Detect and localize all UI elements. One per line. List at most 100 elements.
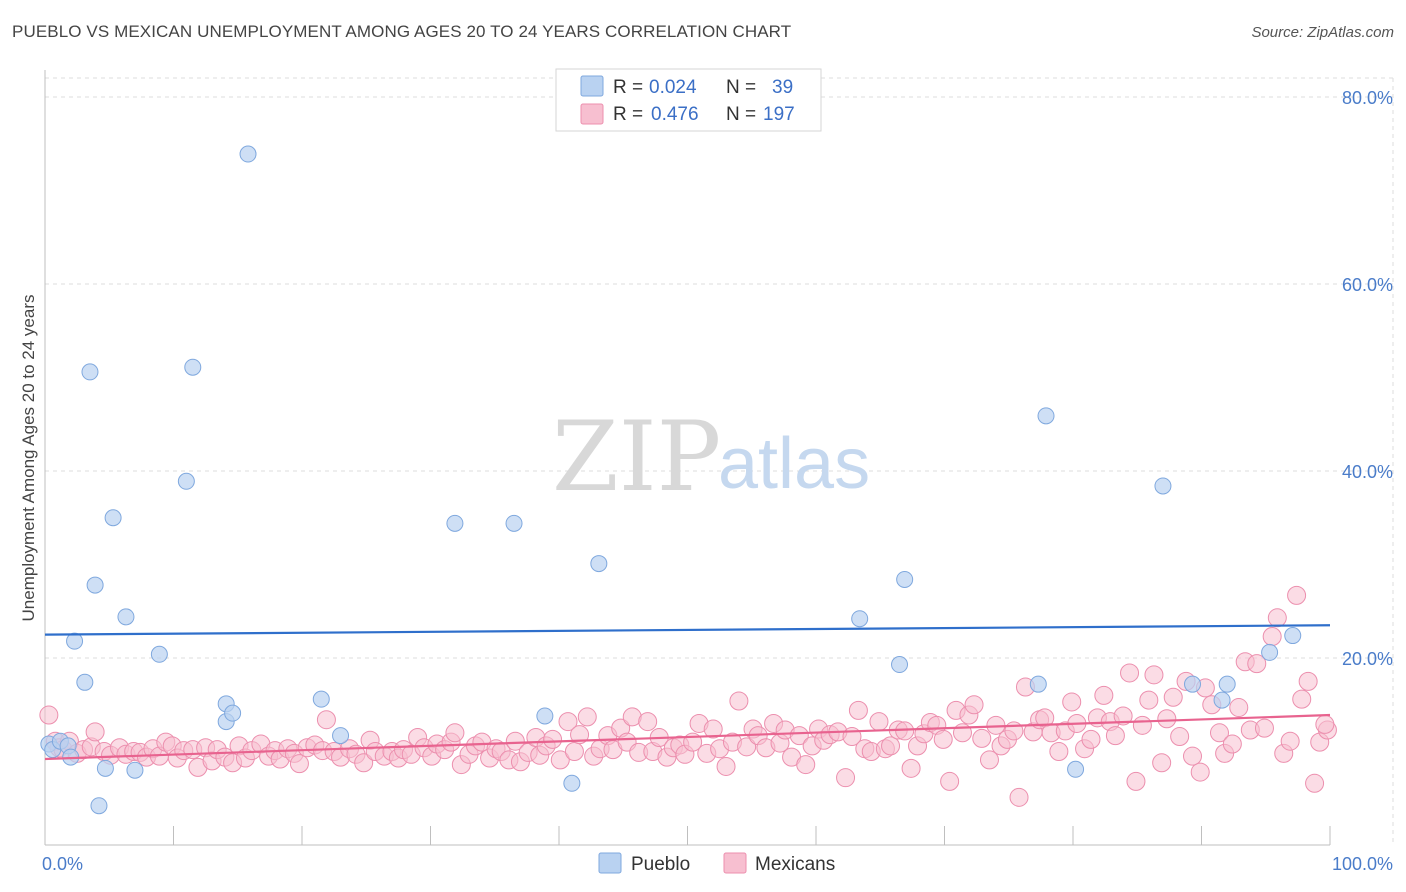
y-tick-label-80: 80.0% (1342, 88, 1393, 108)
mexicans-points (39, 585, 1337, 807)
mexicans-point-77 (550, 750, 570, 770)
mexicans-point-38 (289, 754, 309, 774)
mexicans-point-142 (979, 750, 999, 770)
x-ticks (44, 826, 1331, 845)
mexicans-point-8 (85, 722, 105, 742)
mexicans-point-189 (1280, 731, 1300, 751)
mexicans-point-196 (1315, 714, 1335, 734)
bottom-legend-pueblo: Pueblo (631, 854, 690, 875)
pueblo-point-11 (104, 509, 122, 527)
pueblo-point-35 (1184, 675, 1202, 693)
pueblo-point-21 (312, 690, 330, 708)
pueblo-point-27 (590, 555, 608, 573)
x-tick-label-min: 0.0% (42, 854, 83, 874)
chart-source: Source: ZipAtlas.com (1251, 24, 1394, 41)
mexicans-point-155 (1062, 692, 1082, 712)
pueblo-point-24 (505, 514, 523, 532)
mexicans-point-191 (1292, 689, 1312, 709)
mexicans-point-78 (558, 712, 578, 732)
pueblo-point-15 (177, 472, 195, 490)
legend-box: R = 0.024 N = 39 R = 0.476 N = 197 (555, 68, 822, 132)
pueblo-point-28 (851, 610, 869, 628)
bottom-legend: Pueblo Mexicans (598, 852, 835, 875)
pueblo-trend-line (44, 624, 1331, 636)
y-tick-label-40: 40.0% (1342, 462, 1393, 482)
pueblo-point-20 (239, 145, 257, 163)
pueblo-point-37 (1218, 675, 1236, 693)
legend-mexicans-n-value: 197 (763, 104, 795, 125)
pueblo-point-12 (117, 608, 135, 626)
mexicans-point-158 (1081, 729, 1101, 749)
pueblo-point-19 (224, 704, 242, 722)
mexicans-point-147 (1009, 787, 1029, 807)
mexicans-point-140 (964, 695, 984, 715)
pueblo-point-7 (81, 363, 99, 381)
mexicans-point-100 (703, 719, 723, 739)
legend-swatch-mexicans (580, 103, 604, 125)
mexicans-point-80 (570, 725, 590, 745)
mexicans-point-164 (1120, 663, 1140, 683)
mexicans-point-171 (1163, 687, 1183, 707)
mexicans-point-180 (1222, 734, 1242, 754)
mexicans-point-163 (1113, 706, 1133, 726)
legend-swatch-pueblo (580, 75, 604, 97)
pueblo-point-39 (1284, 627, 1302, 645)
mexicans-point-135 (933, 729, 953, 749)
mexicans-point-129 (895, 721, 915, 741)
mexicans-point-185 (1254, 718, 1274, 738)
pueblo-point-34 (1154, 477, 1172, 495)
pueblo-point-14 (150, 645, 168, 663)
legend-pueblo-n-label: N = (726, 77, 756, 98)
pueblo-point-23 (446, 514, 464, 532)
mexicans-point-184 (1247, 654, 1267, 674)
mexicans-point-181 (1229, 698, 1249, 718)
bottom-legend-swatch-pueblo (598, 852, 622, 874)
mexicans-point-192 (1298, 671, 1318, 691)
mexicans-point-120 (836, 768, 856, 788)
y-tick-labels: 20.0% 40.0% 60.0% 80.0% (1342, 88, 1393, 669)
mexicans-point-178 (1209, 723, 1229, 743)
pueblo-point-33 (1067, 760, 1085, 778)
mexicans-point-105 (737, 737, 757, 757)
mexicans-point-170 (1157, 709, 1177, 729)
mexicans-point-136 (940, 771, 960, 791)
mexicans-trend-line (44, 713, 1331, 761)
mexicans-point-79 (564, 742, 584, 761)
mexicans-point-42 (316, 710, 336, 730)
mexicans-point-113 (789, 726, 809, 746)
pueblo-points (40, 145, 1302, 815)
mexicans-point-168 (1144, 665, 1164, 685)
pueblo-point-16 (184, 358, 202, 376)
mexicans-point-193 (1305, 773, 1325, 793)
mexicans-point-81 (577, 707, 597, 727)
mexicans-point-174 (1183, 746, 1203, 766)
mexicans-point-125 (869, 712, 889, 732)
pueblo-point-26 (563, 774, 581, 792)
mexicans-point-141 (972, 728, 992, 748)
pueblo-point-6 (76, 673, 94, 691)
mexicans-point-61 (445, 723, 465, 743)
pueblo-point-36 (1213, 691, 1231, 709)
watermark: ZIP atlas (552, 401, 870, 513)
mexicans-point-187 (1267, 608, 1287, 628)
legend-pueblo-n-value: 39 (772, 77, 793, 98)
mexicans-point-169 (1152, 753, 1172, 773)
mexicans-point-127 (881, 736, 901, 756)
pueblo-point-25 (536, 707, 554, 725)
mexicans-point-167 (1139, 690, 1159, 710)
mexicans-point-102 (716, 756, 736, 776)
pueblo-point-9 (90, 797, 108, 815)
mexicans-point-0 (39, 705, 59, 725)
mexicans-point-162 (1105, 726, 1125, 746)
mexicans-point-165 (1126, 771, 1146, 791)
mexicans-point-166 (1132, 715, 1152, 735)
y-tick-label-60: 60.0% (1342, 275, 1393, 295)
mexicans-point-130 (901, 758, 921, 778)
pueblo-point-38 (1261, 643, 1279, 661)
mexicans-point-104 (729, 691, 749, 711)
mexicans-point-114 (796, 755, 816, 775)
legend-mexicans-r-label: R = (613, 104, 643, 125)
pueblo-point-31 (1029, 675, 1047, 693)
y-tick-label-20: 20.0% (1342, 649, 1393, 669)
